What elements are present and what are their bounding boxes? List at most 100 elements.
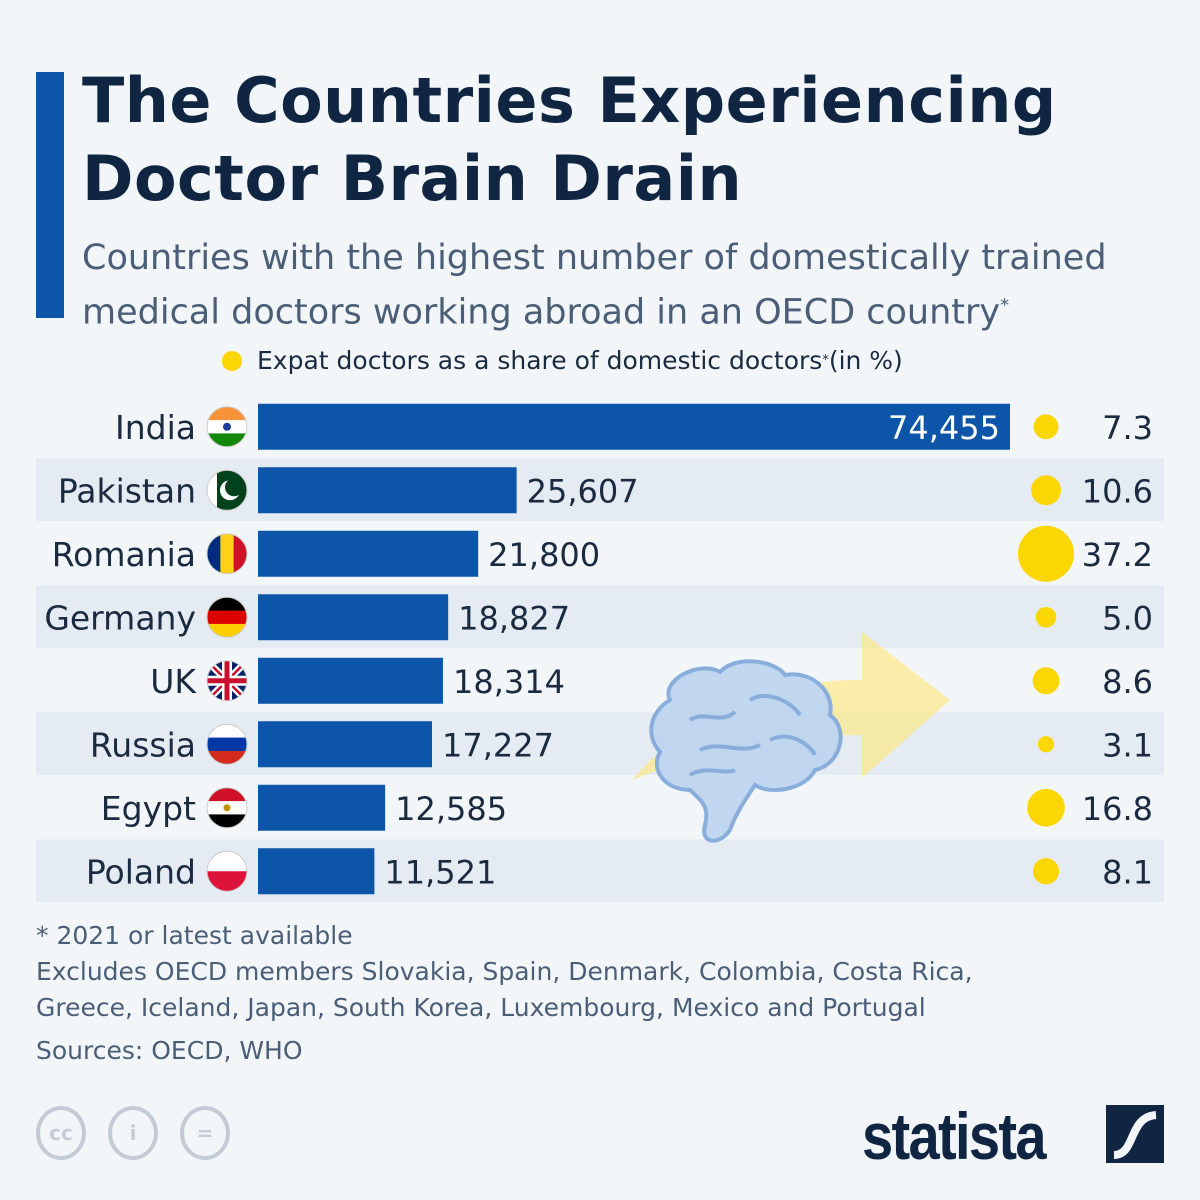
exclusions-note-line-1: Excludes OECD members Slovakia, Spain, D… bbox=[36, 957, 973, 986]
statista-logo-mark-icon bbox=[1106, 1105, 1164, 1163]
title-accent-bar bbox=[36, 72, 64, 318]
chakra bbox=[223, 422, 231, 431]
brain-icon bbox=[649, 659, 843, 843]
country-label: UK bbox=[150, 662, 197, 701]
share-value-label: 37.2 bbox=[1082, 536, 1153, 574]
bar-value-label: 12,585 bbox=[395, 790, 507, 828]
flag-outline bbox=[206, 723, 248, 765]
bar-value-label: 21,800 bbox=[488, 536, 600, 574]
share-dot bbox=[1035, 606, 1057, 628]
flag-fill bbox=[207, 533, 247, 574]
share-value-label: 8.6 bbox=[1102, 663, 1153, 701]
flag-stripe bbox=[207, 851, 247, 872]
flag-stripe bbox=[207, 533, 221, 574]
flag-outline bbox=[206, 533, 248, 575]
eagle bbox=[223, 804, 231, 812]
flag-stripe bbox=[207, 737, 247, 752]
legend-unit: (in %) bbox=[828, 346, 903, 375]
bar bbox=[258, 848, 375, 895]
country-label: Romania bbox=[52, 535, 196, 574]
share-value-label: 7.3 bbox=[1102, 409, 1153, 447]
flag-stripe bbox=[207, 610, 247, 625]
share-dot bbox=[1032, 667, 1060, 695]
romania-flag bbox=[206, 533, 248, 575]
cross-red bbox=[207, 660, 247, 701]
bar bbox=[258, 467, 517, 514]
bar-value-label: 18,827 bbox=[458, 599, 570, 637]
attribution-icon[interactable]: i bbox=[108, 1106, 158, 1160]
share-value-label: 3.1 bbox=[1102, 726, 1153, 764]
flag-stripe bbox=[207, 406, 247, 421]
flag-stripe bbox=[207, 787, 247, 802]
country-label: Russia bbox=[90, 725, 196, 764]
country-label: Germany bbox=[44, 598, 196, 637]
share-value-label: 16.8 bbox=[1082, 790, 1153, 828]
flag-stripe bbox=[220, 533, 235, 574]
flag-stripe bbox=[207, 814, 247, 828]
crescent-cut bbox=[225, 478, 243, 497]
bar bbox=[258, 657, 443, 704]
pakistan-flag bbox=[206, 469, 248, 511]
share-value-label: 8.1 bbox=[1102, 853, 1153, 891]
flag-stripe bbox=[207, 597, 247, 612]
legend-asterisk: * bbox=[822, 353, 829, 368]
russia-flag bbox=[206, 723, 248, 765]
flag-fill bbox=[207, 724, 247, 765]
egypt-flag bbox=[206, 787, 248, 829]
india-flag bbox=[206, 406, 248, 448]
sources: Sources: OECD, WHO bbox=[36, 1036, 303, 1065]
bar-value-label: 17,227 bbox=[442, 726, 554, 764]
row-background bbox=[36, 712, 1164, 775]
flag-outline bbox=[206, 660, 248, 702]
share-dot bbox=[1037, 736, 1055, 753]
cc-icon[interactable]: cc bbox=[36, 1106, 86, 1160]
flag-stripe bbox=[207, 750, 247, 765]
poland-flag bbox=[206, 850, 248, 892]
legend: Expat doctors as a share of domestic doc… bbox=[222, 346, 903, 375]
flag-fill bbox=[207, 660, 247, 701]
bar bbox=[258, 403, 1010, 450]
title-line-1: The Countries Experiencing bbox=[82, 64, 1057, 137]
statista-logo[interactable]: statista bbox=[862, 1099, 1047, 1173]
row-background bbox=[36, 585, 1164, 648]
no-derivatives-icon[interactable]: = bbox=[180, 1106, 230, 1160]
brain-arrow-illustration bbox=[632, 632, 950, 843]
flag-outline bbox=[206, 469, 248, 511]
bar bbox=[258, 721, 432, 768]
country-label: Poland bbox=[86, 852, 196, 891]
flag-stripe bbox=[233, 533, 247, 574]
share-value-label: 5.0 bbox=[1102, 599, 1153, 637]
title-line-2: Doctor Brain Drain bbox=[82, 142, 743, 215]
flag-fill bbox=[207, 597, 247, 638]
bar-value-label: 25,607 bbox=[527, 472, 639, 510]
bar-value-label: 74,455 bbox=[888, 409, 1000, 447]
flag-outline bbox=[206, 406, 248, 448]
subtitle-line-2: medical doctors working abroad in an OEC… bbox=[82, 292, 1001, 333]
country-label: Pakistan bbox=[58, 471, 196, 510]
bar bbox=[258, 530, 479, 577]
share-dot bbox=[1033, 414, 1059, 440]
share-value-label: 10.6 bbox=[1082, 472, 1153, 510]
subtitle-asterisk: * bbox=[1000, 295, 1010, 316]
legend-label: Expat doctors as a share of domestic doc… bbox=[257, 346, 823, 375]
share-dot bbox=[1032, 858, 1060, 885]
flag-outline bbox=[206, 850, 248, 892]
page-title: The Countries Experiencing Doctor Brain … bbox=[82, 62, 1057, 218]
flag-fill bbox=[207, 470, 247, 511]
share-dot bbox=[1027, 788, 1065, 827]
flag-fill bbox=[207, 851, 247, 892]
legend-dot-icon bbox=[222, 350, 242, 371]
uk-flag bbox=[206, 660, 248, 702]
flag-stripe bbox=[207, 623, 247, 638]
flag-stripe bbox=[207, 470, 218, 511]
germany-flag bbox=[206, 596, 248, 638]
row-background bbox=[36, 839, 1164, 902]
share-dot bbox=[1031, 475, 1061, 506]
country-label: India bbox=[115, 408, 196, 447]
bar-value-label: 18,314 bbox=[453, 663, 565, 701]
flag-fill bbox=[207, 787, 247, 828]
exclusions-note-line-2: Greece, Iceland, Japan, South Korea, Lux… bbox=[36, 993, 926, 1022]
subtitle-line-1: Countries with the highest number of dom… bbox=[82, 238, 1107, 278]
flag-outline bbox=[206, 596, 248, 638]
